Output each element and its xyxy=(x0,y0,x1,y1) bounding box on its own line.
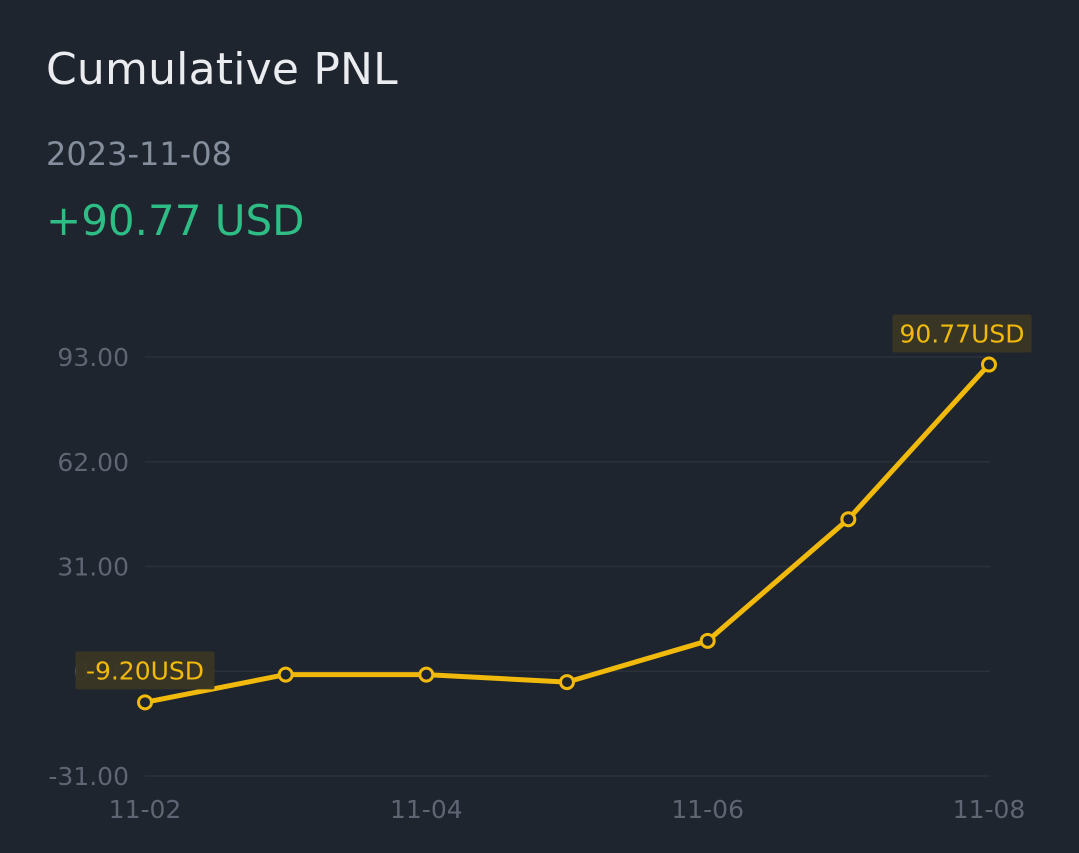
data-point xyxy=(418,666,435,683)
chart-title: Cumulative PNL xyxy=(46,44,398,95)
data-point xyxy=(981,356,997,373)
y-tick-label: -31.00 xyxy=(48,762,129,791)
y-tick-label: 62.00 xyxy=(57,448,129,477)
y-tick-label: 93.00 xyxy=(57,343,129,372)
data-point xyxy=(699,632,716,649)
y-tick-label: 31.00 xyxy=(57,553,129,582)
pnl-value: +90.77 USD xyxy=(46,196,305,245)
data-point xyxy=(840,511,857,528)
data-label: 90.77USD xyxy=(900,320,1025,349)
x-tick-label: 11-04 xyxy=(390,795,463,824)
data-point xyxy=(277,666,294,683)
x-tick-label: 11-02 xyxy=(109,795,182,824)
selected-date: 2023-11-08 xyxy=(46,135,232,173)
x-tick-label: 11-06 xyxy=(671,795,744,824)
data-label-box xyxy=(892,314,1032,353)
series-line xyxy=(142,362,992,705)
data-label-box xyxy=(75,651,215,690)
data-point xyxy=(559,674,575,691)
data-label: -9.20USD xyxy=(86,656,204,685)
data-point xyxy=(137,694,153,711)
x-tick-label: 11-08 xyxy=(953,795,1026,824)
